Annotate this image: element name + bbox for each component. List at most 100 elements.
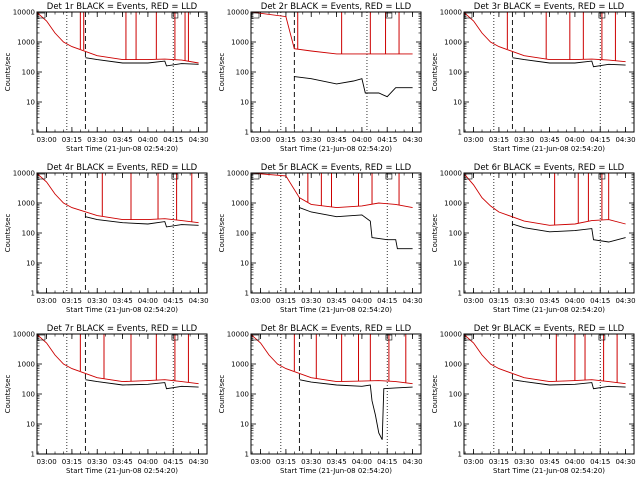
x-tick-label: 04:15: [163, 458, 183, 466]
events-series-line: [512, 223, 626, 243]
x-tick-label: 04:15: [590, 136, 610, 144]
y-tick-label: 100: [236, 69, 249, 77]
corner-box-marker: [385, 334, 393, 341]
y-axis-label: Counts/sec: [218, 375, 226, 414]
corner-box-marker: [385, 173, 393, 180]
plot-frame: [250, 172, 422, 294]
x-tick-label: 04:00: [352, 297, 372, 305]
plot-area: [251, 173, 413, 293]
x-tick-label: 04:00: [138, 458, 158, 466]
x-tick-label: 03:30: [514, 458, 534, 466]
y-tick-label: 1: [458, 129, 462, 137]
plot-frame: [36, 333, 208, 455]
x-tick-label: 04:30: [615, 458, 635, 466]
y-axis-label: Counts/sec: [218, 53, 226, 92]
x-tick-label: 03:00: [463, 297, 483, 305]
plot-frame: [36, 172, 208, 294]
y-tick-label: 100: [22, 69, 35, 77]
plot-frame: [463, 172, 635, 294]
corner-box-marker: [464, 12, 473, 19]
corner-box-marker: [598, 173, 606, 180]
y-tick-label: 100: [236, 230, 249, 238]
plot-frame: [463, 11, 635, 133]
x-tick-label: 03:45: [326, 458, 346, 466]
corner-box-marker: [464, 173, 473, 180]
y-tick-label: 10: [26, 260, 35, 268]
corner-box-marker: [598, 334, 606, 341]
x-tick-label: 03:00: [36, 136, 56, 144]
plot-frame: [463, 333, 635, 455]
x-tick-label: 03:45: [112, 458, 132, 466]
x-tick-label: 03:30: [514, 136, 534, 144]
y-tick-label: 1: [31, 290, 35, 298]
y-tick-label: 10: [26, 421, 35, 429]
corner-box-marker: [37, 12, 46, 19]
panel-title: Det 6r BLACK = Events, RED = LLD: [474, 163, 625, 173]
y-tick-label: 1000: [231, 39, 249, 47]
y-tick-label: 10000: [440, 331, 462, 339]
y-tick-label: 10: [240, 260, 249, 268]
corner-box-marker: [251, 334, 260, 341]
x-axis-label: Start Time (21-Jun-08 02:54:20): [280, 467, 392, 475]
x-tick-label: 04:15: [163, 136, 183, 144]
x-tick-label: 03:30: [301, 458, 321, 466]
events-series-line: [85, 57, 199, 67]
lld-series-line: [37, 334, 199, 385]
y-tick-label: 10: [453, 99, 462, 107]
panel-title: Det 8r BLACK = Events, RED = LLD: [261, 324, 412, 334]
y-tick-label: 10: [453, 421, 462, 429]
y-tick-label: 1000: [17, 200, 35, 208]
corner-box-marker: [171, 12, 179, 19]
plot-area: [251, 334, 413, 454]
panel-title: Det 2r BLACK = Events, RED = LLD: [261, 2, 412, 12]
corner-box-marker: [171, 173, 179, 180]
y-tick-label: 100: [449, 69, 462, 77]
corner-box-marker: [251, 173, 260, 180]
x-tick-label: 03:30: [514, 297, 534, 305]
detector-panel: Det 8r BLACK = Events, RED = LLD Counts/s…: [218, 324, 423, 475]
plot-area: [37, 334, 199, 454]
y-tick-label: 1: [31, 451, 35, 459]
lld-series-line: [251, 12, 413, 55]
y-tick-label: 1000: [444, 361, 462, 369]
y-tick-label: 1000: [231, 200, 249, 208]
x-tick-label: 03:45: [112, 297, 132, 305]
events-series-line: [299, 379, 413, 440]
y-tick-label: 1: [245, 451, 249, 459]
y-axis-label: Counts/sec: [218, 214, 226, 253]
x-tick-label: 03:00: [250, 136, 270, 144]
detector-panel: Det 2r BLACK = Events, RED = LLD Counts/s…: [218, 2, 423, 153]
x-tick-label: 04:15: [377, 297, 397, 305]
x-tick-label: 03:00: [463, 136, 483, 144]
y-tick-label: 1000: [444, 200, 462, 208]
lld-series-line: [251, 173, 413, 209]
y-tick-label: 10: [26, 99, 35, 107]
detector-panel: Det 3r BLACK = Events, RED = LLD Counts/s…: [431, 2, 636, 153]
x-tick-label: 03:00: [250, 458, 270, 466]
x-tick-label: 03:45: [326, 297, 346, 305]
y-tick-label: 100: [449, 230, 462, 238]
plot-area: [464, 334, 626, 454]
x-tick-label: 03:45: [326, 136, 346, 144]
x-tick-label: 04:30: [188, 297, 208, 305]
plot-area: [464, 173, 626, 293]
lld-series-line: [464, 334, 626, 385]
x-tick-label: 04:30: [615, 136, 635, 144]
x-tick-label: 03:15: [489, 458, 509, 466]
panel-title: Det 7r BLACK = Events, RED = LLD: [47, 324, 198, 334]
plot-frame: [250, 333, 422, 455]
x-tick-label: 04:00: [352, 458, 372, 466]
corner-box-marker: [385, 12, 393, 19]
plot-area: [37, 12, 199, 132]
y-tick-label: 10000: [13, 9, 35, 17]
x-tick-label: 03:15: [62, 458, 82, 466]
x-tick-label: 04:30: [402, 136, 422, 144]
x-tick-label: 03:00: [36, 458, 56, 466]
x-tick-label: 03:30: [301, 136, 321, 144]
y-tick-label: 10: [240, 421, 249, 429]
y-tick-label: 1000: [444, 39, 462, 47]
detector-panel: Det 5r BLACK = Events, RED = LLD Counts/s…: [218, 163, 423, 314]
y-tick-label: 100: [22, 391, 35, 399]
detector-panel: Det 4r BLACK = Events, RED = LLD Counts/s…: [4, 163, 209, 314]
y-tick-label: 10: [240, 99, 249, 107]
